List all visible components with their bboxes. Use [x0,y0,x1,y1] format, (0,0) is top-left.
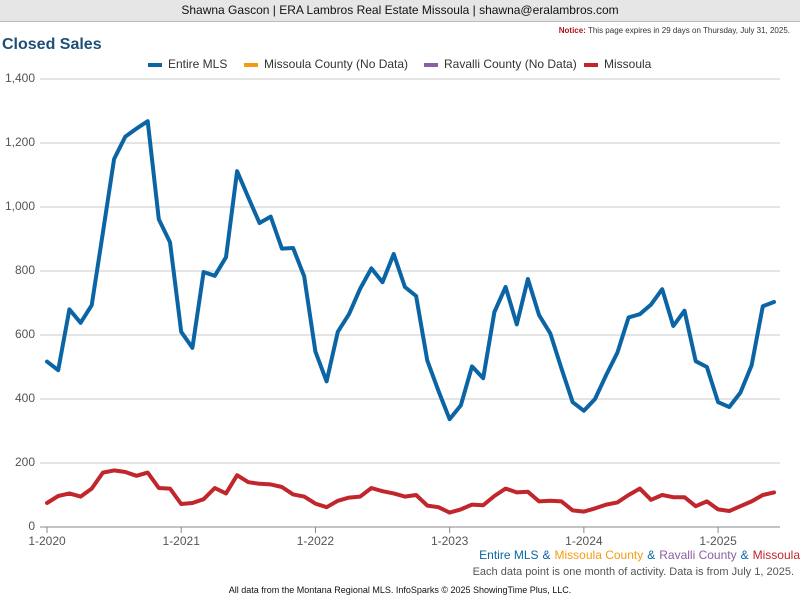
footer: All data from the Montana Regional MLS. … [228,585,572,595]
series-note: Entire MLS & Missoula County & Ravalli Count… [479,548,800,562]
series-note-name: Ravalli County [659,548,737,562]
series-note-name: Entire MLS [479,548,539,562]
x-tick-label: 1-2024 [565,534,603,548]
activity-note: Each data point is one month of activity… [472,566,794,578]
notice-label: Notice: [558,26,586,35]
y-tick-label: 1,200 [5,135,35,149]
x-tick-label: 1-2021 [163,534,201,548]
x-tick-label: 1-2022 [297,534,335,548]
legend-label: Entire MLS [168,57,227,71]
series-note-separator: & [647,548,656,562]
x-tick-label: 1-2025 [699,534,737,548]
series-note-name: Missoula County [554,548,644,562]
y-tick-label: 800 [15,263,35,277]
chart-title: Closed Sales [2,36,102,53]
y-tick-label: 1,000 [5,199,35,213]
series-note-separator: & [542,548,551,562]
y-tick-label: 1,400 [5,71,35,85]
legend-label: Missoula [604,57,652,71]
legend-label: Ravalli County (No Data) [444,57,577,71]
header: Shawna Gascon | ERA Lambros Real Estate … [0,0,800,22]
y-tick-label: 400 [15,391,35,405]
series-line [45,468,776,515]
series-line [45,119,776,422]
y-tick-label: 600 [15,327,35,341]
series-note-name: Missoula [752,548,800,562]
y-tick-label: 0 [28,519,35,533]
x-tick-label: 1-2020 [28,534,66,548]
series-note-separator: & [740,548,749,562]
legend-label: Missoula County (No Data) [264,57,408,71]
notice: Notice: This page expires in 29 days on … [559,26,790,35]
y-tick-label: 200 [15,455,35,469]
x-tick-label: 1-2023 [431,534,469,548]
notice-text: This page expires in 29 days on Thursday… [587,26,790,35]
